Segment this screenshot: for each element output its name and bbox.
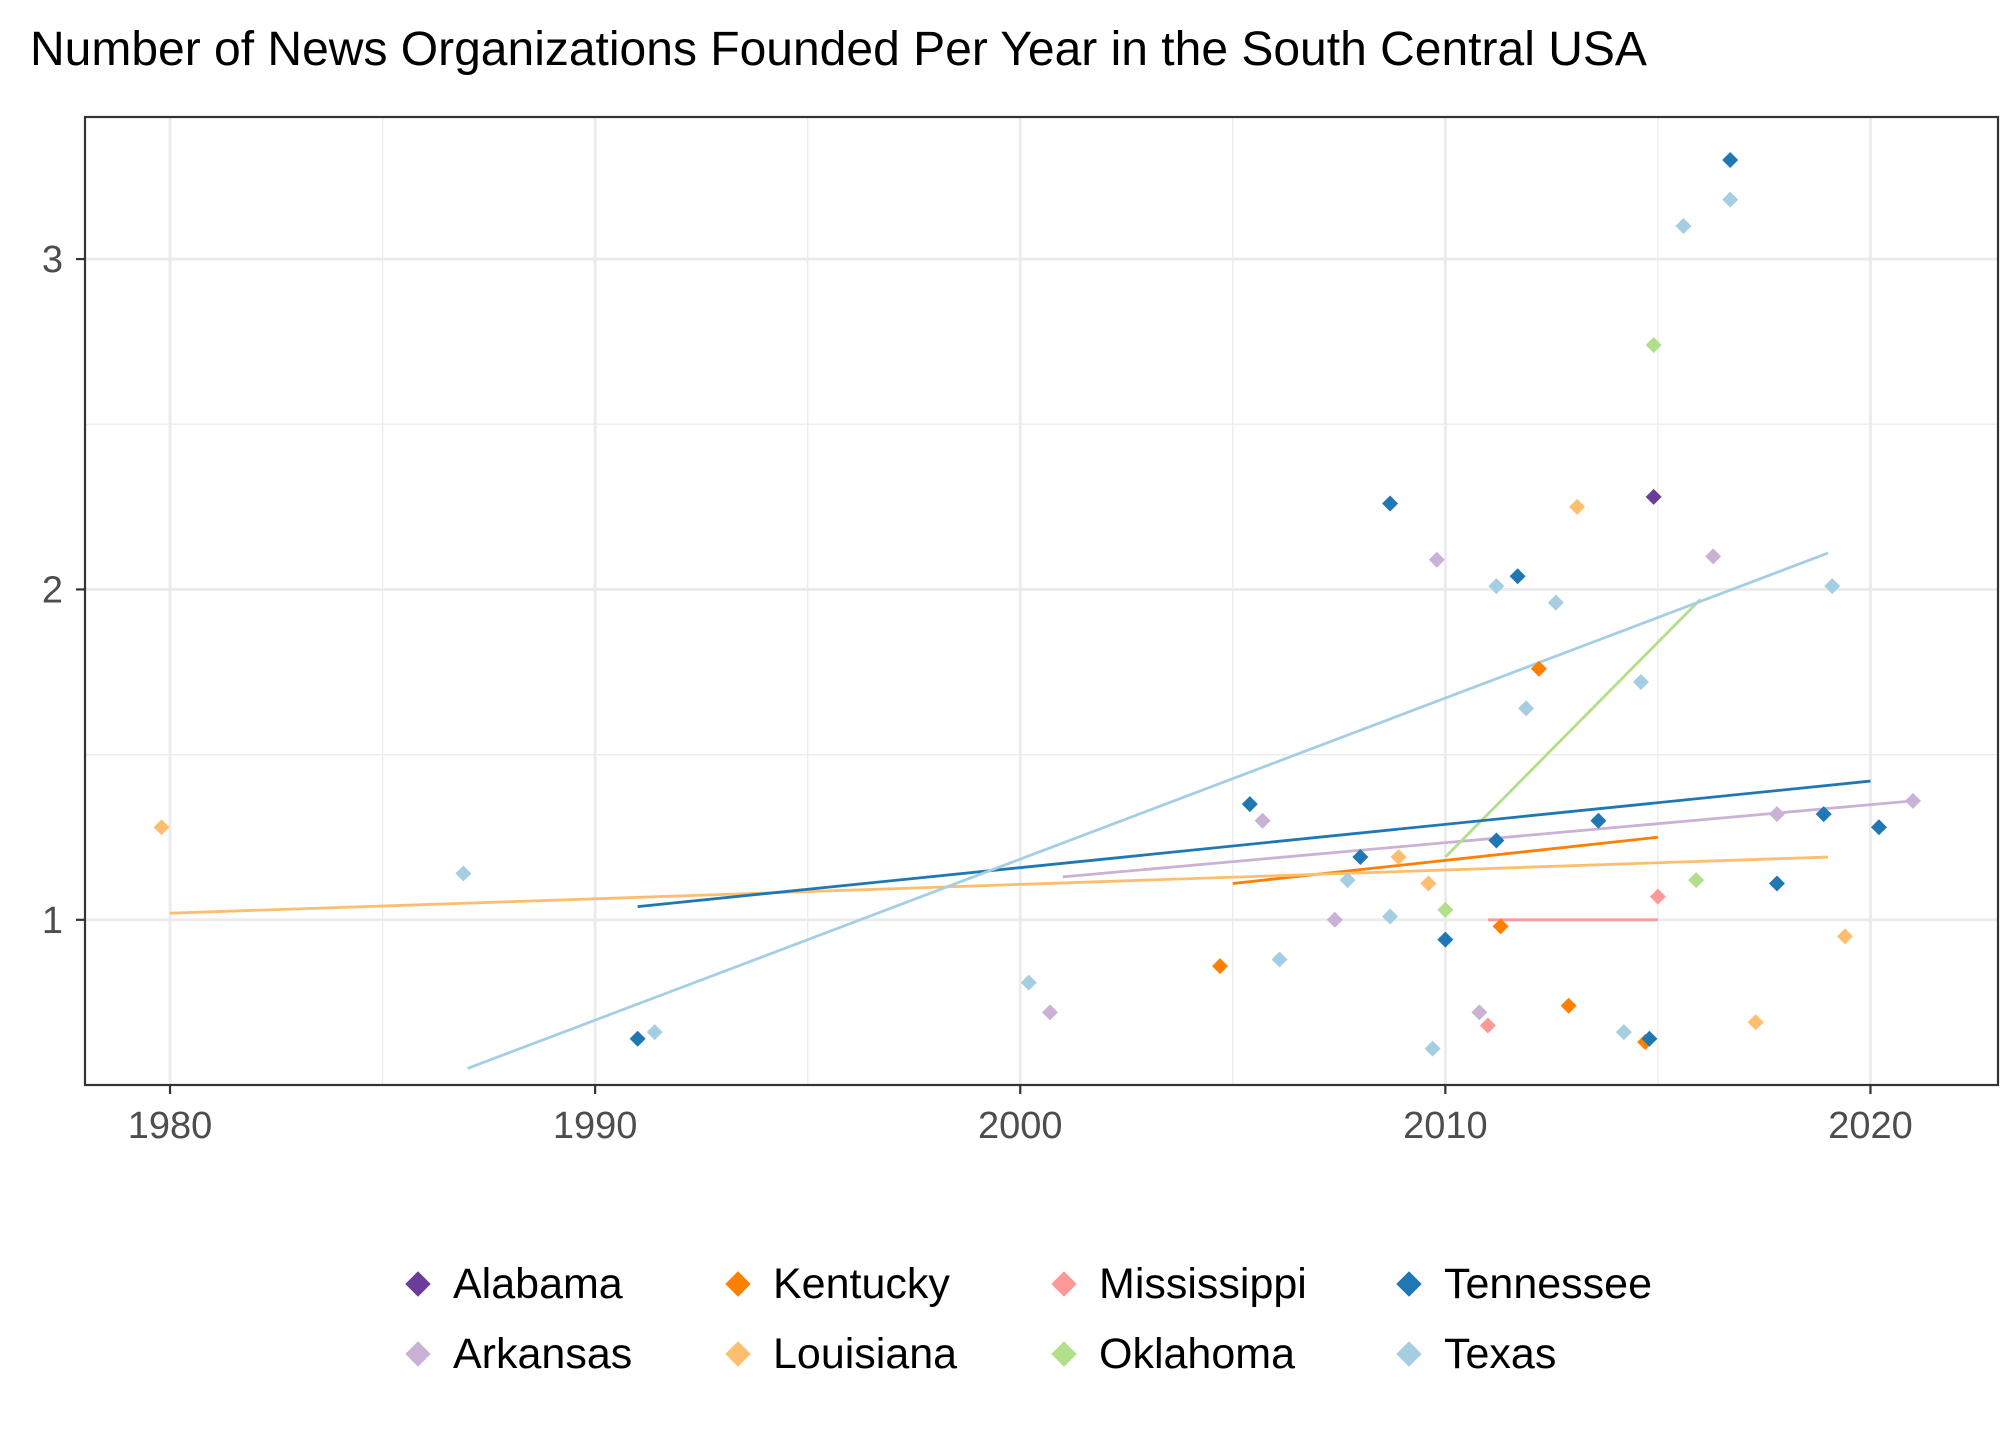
point-arkansas (1254, 812, 1271, 829)
data-points (153, 151, 1921, 1057)
point-tennessee (1815, 806, 1832, 823)
point-mississippi (1479, 1017, 1496, 1034)
point-kentucky (1530, 660, 1547, 677)
trend-lines (169, 551, 1914, 1070)
point-texas (1488, 578, 1505, 595)
legend-item-arkansas: Arkansas (395, 1325, 715, 1383)
point-arkansas (1904, 792, 1921, 809)
legend-diamond-icon (405, 1341, 431, 1367)
y-tick-label: 1 (42, 900, 63, 942)
legend-label: Arkansas (453, 1329, 633, 1378)
point-texas (1547, 594, 1564, 611)
point-louisiana (1747, 1014, 1764, 1031)
point-texas (1632, 673, 1649, 690)
point-tennessee (1870, 819, 1887, 836)
trend-line-oklahoma (1444, 598, 1702, 859)
point-texas (1339, 872, 1356, 889)
point-arkansas (1471, 1004, 1488, 1021)
x-tick-label: 2000 (978, 1105, 1063, 1147)
legend-diamond-icon (1396, 1271, 1422, 1297)
point-tennessee (1722, 151, 1739, 168)
x-tick-label: 1990 (553, 1105, 638, 1147)
legend-item-mississippi: Mississippi (1041, 1255, 1386, 1313)
point-arkansas (1705, 548, 1722, 565)
point-louisiana (1420, 875, 1437, 892)
point-kentucky (1560, 997, 1577, 1014)
point-arkansas (1326, 911, 1343, 928)
y-tick-label: 2 (42, 569, 63, 611)
point-texas (646, 1024, 663, 1041)
point-texas (1722, 191, 1739, 208)
legend-item-kentucky: Kentucky (715, 1255, 1041, 1313)
legend-item-texas: Texas (1386, 1325, 1686, 1383)
y-tick-label: 3 (42, 239, 63, 281)
point-texas (1824, 578, 1841, 595)
point-texas (1020, 974, 1037, 991)
point-tennessee (1641, 1030, 1658, 1047)
legend-item-alabama: Alabama (395, 1255, 715, 1313)
point-louisiana (1836, 928, 1853, 945)
point-kentucky (1492, 918, 1509, 935)
point-texas (455, 865, 472, 882)
legend-item-louisiana: Louisiana (715, 1325, 1041, 1383)
point-tennessee (1437, 931, 1454, 948)
x-tick-label: 2020 (1828, 1105, 1913, 1147)
point-arkansas (1042, 1004, 1059, 1021)
point-texas (1518, 700, 1535, 717)
point-arkansas (1768, 806, 1785, 823)
legend-diamond-icon (405, 1271, 431, 1297)
x-tick-label: 1980 (128, 1105, 213, 1147)
legend-label: Oklahoma (1099, 1329, 1295, 1378)
legend-diamond-icon (1051, 1341, 1077, 1367)
point-tennessee (1509, 568, 1526, 585)
point-louisiana (1569, 498, 1586, 515)
point-oklahoma (1645, 336, 1662, 353)
point-arkansas (1428, 551, 1445, 568)
legend-diamond-icon (1396, 1341, 1422, 1367)
plot-panel-background (85, 117, 1998, 1085)
legend: Alabama Kentucky Mississippi Tennessee Arkan… (395, 1255, 1686, 1383)
point-tennessee (1241, 796, 1258, 813)
trend-line-tennessee (637, 779, 1871, 908)
point-tennessee (1352, 849, 1369, 866)
legend-label: Kentucky (773, 1259, 950, 1308)
point-tennessee (1768, 875, 1785, 892)
point-louisiana (1390, 849, 1407, 866)
legend-label: Texas (1444, 1329, 1557, 1378)
point-texas (1615, 1024, 1632, 1041)
legend-diamond-icon (725, 1341, 751, 1367)
point-tennessee (1488, 832, 1505, 849)
trend-line-louisiana (169, 855, 1829, 915)
legend-diamond-icon (1051, 1271, 1077, 1297)
grid-lines (85, 117, 1998, 1085)
point-louisiana (153, 819, 170, 836)
chart-title: Number of News Organizations Founded Per… (30, 23, 1647, 76)
point-kentucky (1212, 958, 1229, 975)
point-oklahoma (1688, 872, 1705, 889)
x-tick-label: 2010 (1403, 1105, 1488, 1147)
point-oklahoma (1437, 901, 1454, 918)
legend-label: Louisiana (773, 1329, 958, 1378)
point-texas (1382, 908, 1399, 925)
legend-label: Tennessee (1444, 1259, 1652, 1308)
point-texas (1271, 951, 1288, 968)
legend-item-tennessee: Tennessee (1386, 1255, 1686, 1313)
point-texas (1424, 1040, 1441, 1057)
trend-line-texas (467, 551, 1829, 1070)
point-mississippi (1649, 888, 1666, 905)
point-tennessee (1590, 812, 1607, 829)
point-texas (1675, 218, 1692, 235)
point-tennessee (1382, 495, 1399, 512)
point-alabama (1645, 488, 1662, 505)
legend-diamond-icon (725, 1271, 751, 1297)
axis-ticks: 1980 1990 2000 2010 2020 1 2 3 (42, 239, 1913, 1147)
legend-item-oklahoma: Oklahoma (1041, 1325, 1386, 1383)
legend-label: Mississippi (1099, 1259, 1307, 1308)
legend-label: Alabama (453, 1259, 623, 1308)
point-tennessee (629, 1030, 646, 1047)
plot-panel-border (83, 115, 2000, 1087)
